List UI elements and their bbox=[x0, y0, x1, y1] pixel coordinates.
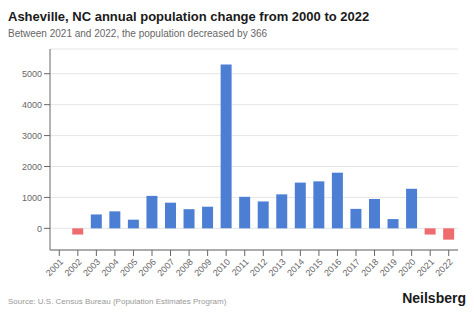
svg-text:2015: 2015 bbox=[304, 257, 325, 278]
html-text:Neilsberg: Neilsberg bbox=[402, 290, 466, 306]
svg-text:2014: 2014 bbox=[285, 257, 306, 278]
svg-text:2012: 2012 bbox=[248, 257, 269, 278]
svg-text:2002: 2002 bbox=[63, 257, 84, 278]
svg-text:2006: 2006 bbox=[137, 257, 158, 278]
svg-text:2001: 2001 bbox=[44, 257, 65, 278]
svg-text:2009: 2009 bbox=[192, 257, 213, 278]
svg-text:5000: 5000 bbox=[22, 69, 42, 79]
svg-text:2019: 2019 bbox=[378, 257, 399, 278]
svg-text:3000: 3000 bbox=[22, 131, 42, 141]
html-text:Between 2021 and 2022, the pop: Between 2021 and 2022, the population de… bbox=[8, 28, 268, 39]
svg-text:2021: 2021 bbox=[415, 257, 436, 278]
svg-text:2003: 2003 bbox=[81, 257, 102, 278]
svg-text:1000: 1000 bbox=[22, 193, 42, 203]
svg-text:2018: 2018 bbox=[359, 257, 380, 278]
html-text:Asheville, NC annual populatio: Asheville, NC annual population change f… bbox=[8, 9, 370, 24]
svg-text:4000: 4000 bbox=[22, 100, 42, 110]
svg-text:2008: 2008 bbox=[174, 257, 195, 278]
svg-text:2004: 2004 bbox=[100, 257, 121, 278]
svg-text:0: 0 bbox=[37, 224, 42, 234]
svg-text:2016: 2016 bbox=[322, 257, 343, 278]
html-text:Source: U.S. Census Bureau (Po: Source: U.S. Census Bureau (Population E… bbox=[8, 297, 227, 306]
svg-text:2007: 2007 bbox=[155, 257, 176, 278]
svg-text:2005: 2005 bbox=[118, 257, 139, 278]
svg-text:2000: 2000 bbox=[22, 162, 42, 172]
svg-text:2011: 2011 bbox=[230, 257, 251, 278]
svg-text:2017: 2017 bbox=[341, 257, 362, 278]
svg-text:2013: 2013 bbox=[267, 257, 288, 278]
svg-text:2010: 2010 bbox=[211, 257, 232, 278]
svg-text:2022: 2022 bbox=[433, 257, 454, 278]
svg-text:2020: 2020 bbox=[396, 257, 417, 278]
